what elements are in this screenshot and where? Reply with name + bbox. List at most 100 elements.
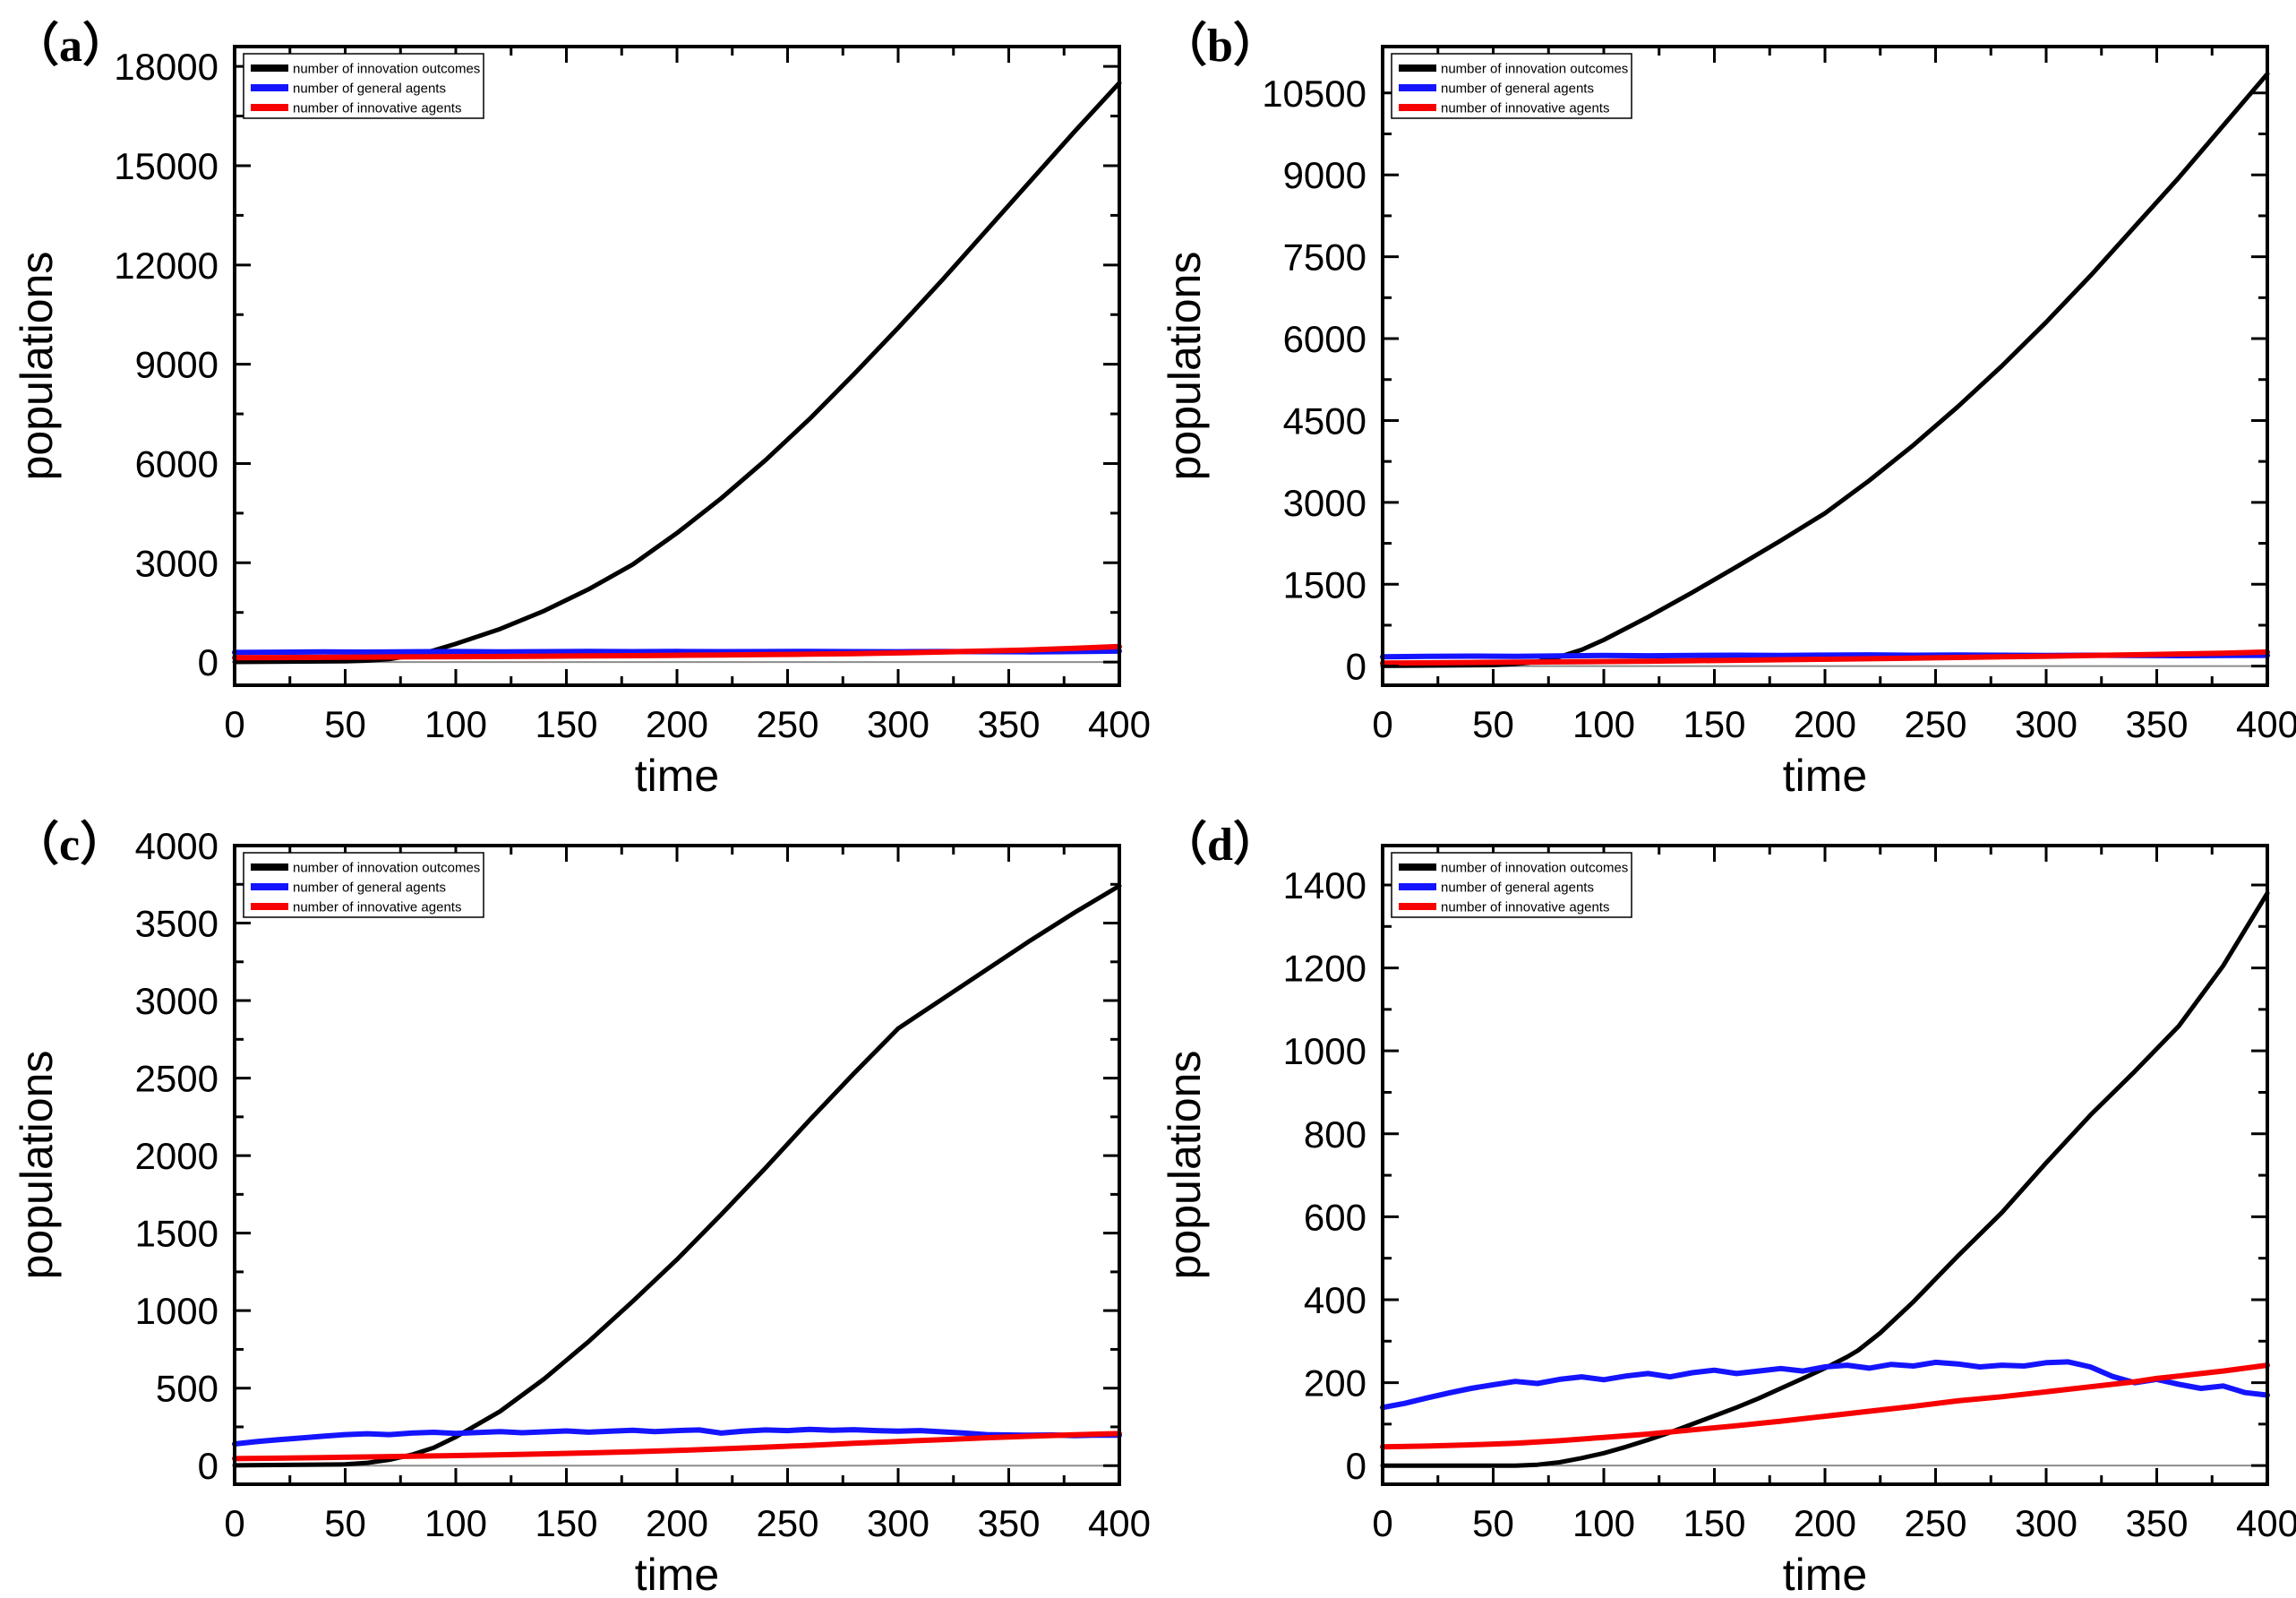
x-tick-label: 200	[646, 1502, 708, 1544]
x-tick-label: 350	[977, 1502, 1040, 1544]
plot-frame-a	[233, 45, 1121, 687]
legend-entry: number of innovation outcomes	[251, 861, 480, 876]
series-innovative-agents-d	[1380, 1362, 2270, 1450]
series-innovative-agents-b	[1380, 649, 2270, 666]
series-general-agents-d	[1380, 1359, 2270, 1411]
y-tick-label: 4000	[135, 825, 218, 867]
y-tick-label: 800	[1304, 1113, 1366, 1156]
x-tick-label: 0	[224, 703, 244, 745]
y-tick-label: 3000	[135, 980, 218, 1022]
x-tick-label: 100	[1572, 703, 1635, 745]
y-tick-label: 1000	[1283, 1030, 1366, 1072]
legend-entry: number of innovation outcomes	[1399, 861, 1628, 876]
ticks-b	[1381, 47, 2269, 685]
x-tick-label: 200	[1794, 1502, 1856, 1544]
x-tick-label: 150	[535, 1502, 597, 1544]
ticks-d	[1381, 846, 2269, 1484]
x-tick-label: 50	[1472, 703, 1514, 745]
axis-title-time-d: time	[1783, 1550, 1867, 1598]
tick-labels-b: 0 50 100 150 200 250 300 350 400 0 1500 3000 4500 600…	[1262, 73, 2296, 745]
plot-frame-d	[1381, 844, 2269, 1486]
y-tick-label: 0	[198, 641, 218, 683]
panel-label-b: （b）	[1161, 20, 1280, 72]
x-tick-label: 0	[224, 1502, 244, 1544]
panel-b: 0 50 100 150 200 250 300 350 400 0 1500 3000 4500 600…	[1160, 20, 2296, 801]
legend-label: number of general agents	[1441, 881, 1594, 896]
y-tick-label: 12000	[114, 245, 218, 287]
y-tick-label: 9000	[135, 344, 218, 386]
panel-c: 0 50 100 150 200 250 300 350 4000500100015002000…	[12, 819, 1151, 1598]
y-tick-label: 7500	[1283, 236, 1366, 279]
x-tick-label: 350	[2125, 1502, 2188, 1544]
x-tick-label: 50	[324, 703, 366, 745]
legend-d: number of innovation outcomes number of g…	[1391, 852, 1632, 918]
tick-labels-a: 0 50 100 150 200 250 300 350 400 0 3000 6000 9000 120…	[114, 46, 1151, 745]
series-innovation-outcomes-a	[232, 81, 1122, 665]
legend-label: number of innovation outcomes	[293, 861, 480, 876]
x-tick-label: 250	[1904, 1502, 1966, 1544]
y-tick-label: 1200	[1283, 948, 1366, 990]
curves-b	[1380, 72, 2270, 668]
legend-entry: number of general agents	[251, 881, 446, 896]
legend-label: number of general agents	[293, 82, 446, 97]
axis-title-time-c: time	[635, 1550, 719, 1598]
legend-entry: number of general agents	[1399, 881, 1594, 896]
x-tick-label: 400	[1088, 1502, 1151, 1544]
legend-label: number of innovative agents	[293, 101, 461, 116]
y-tick-label: 0	[1346, 1445, 1366, 1487]
axis-title-populations-b: populations	[1160, 252, 1210, 481]
panel-d: 0 50 100 150 200 250 300 350 400 0 200 400 600 800 100…	[1160, 819, 2296, 1598]
y-tick-label: 6000	[135, 442, 218, 485]
x-tick-label: 100	[424, 703, 487, 745]
x-tick-label: 300	[2015, 1502, 2078, 1544]
legend-entry: number of innovative agents	[251, 101, 461, 116]
y-tick-label: 500	[156, 1368, 218, 1410]
panel-label-d: （d）	[1161, 819, 1280, 871]
x-tick-label: 400	[1088, 703, 1151, 745]
series-innovative-agents-a	[232, 643, 1122, 661]
ticks-c	[233, 844, 1121, 1484]
y-tick-label: 1500	[135, 1213, 218, 1255]
curves-a	[232, 81, 1122, 665]
legend-label: number of general agents	[1441, 82, 1594, 97]
legend-label: number of innovation outcomes	[293, 62, 480, 77]
x-tick-label: 100	[424, 1502, 487, 1544]
x-tick-label: 400	[2236, 1502, 2296, 1544]
axis-title-time-a: time	[635, 751, 719, 801]
legend-c: number of innovation outcomes number of g…	[243, 852, 484, 918]
y-tick-label: 0	[198, 1445, 218, 1487]
x-tick-label: 250	[756, 703, 818, 745]
y-tick-label: 4500	[1283, 400, 1366, 442]
series-innovative-agents-c	[232, 1430, 1122, 1462]
x-tick-label: 200	[646, 703, 708, 745]
y-tick-label: 3500	[135, 903, 218, 945]
y-tick-label: 1000	[135, 1290, 218, 1332]
y-tick-label: 18000	[114, 46, 218, 88]
y-tick-label: 1400	[1283, 864, 1366, 906]
x-tick-label: 300	[2015, 703, 2078, 745]
panel-label-c: （c）	[13, 819, 126, 871]
legend-label: number of general agents	[293, 881, 446, 896]
legend-b: number of innovation outcomes number of g…	[1391, 53, 1632, 119]
plot-frame-b	[1381, 45, 2269, 687]
y-tick-label: 3000	[1283, 482, 1366, 524]
x-tick-label: 150	[535, 703, 597, 745]
x-tick-label: 50	[324, 1502, 366, 1544]
y-tick-label: 15000	[114, 145, 218, 187]
axis-title-populations-c: populations	[12, 1051, 62, 1280]
legend-entry: number of innovative agents	[251, 900, 461, 915]
x-tick-label: 100	[1572, 1502, 1635, 1544]
x-tick-label: 150	[1683, 703, 1745, 745]
curves-c	[232, 883, 1122, 1468]
series-innovation-outcomes-b	[1380, 72, 2270, 668]
y-tick-label: 600	[1304, 1196, 1366, 1238]
legend-entry: number of innovation outcomes	[251, 62, 480, 77]
axis-title-populations-d: populations	[1160, 1051, 1210, 1280]
x-tick-label: 350	[977, 703, 1040, 745]
axis-title-populations-a: populations	[12, 252, 62, 481]
y-tick-label: 6000	[1283, 318, 1366, 360]
series-innovation-outcomes-d	[1380, 890, 2270, 1468]
legend-label: number of innovative agents	[1441, 900, 1609, 915]
